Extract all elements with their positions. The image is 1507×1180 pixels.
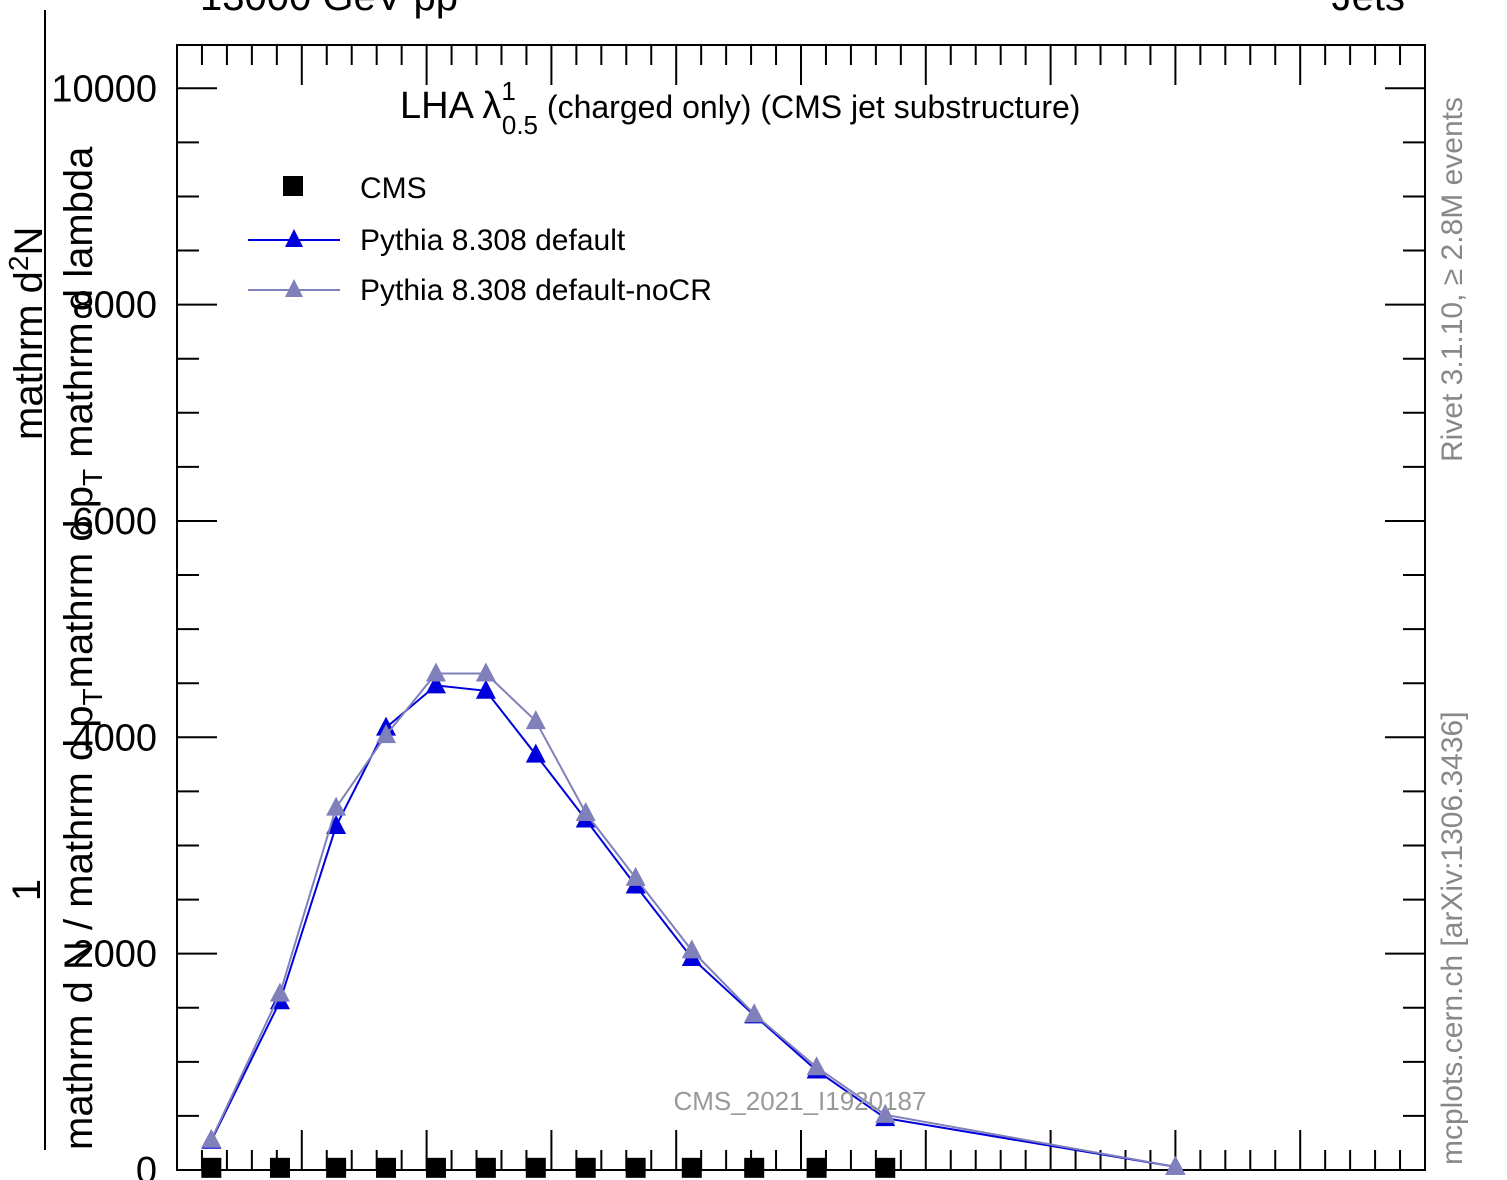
- ylabel-denominator-sub: T: [77, 688, 108, 705]
- series-0: [201, 1157, 896, 1178]
- data-point: [875, 1103, 896, 1123]
- header-right: Jets: [1332, 0, 1405, 19]
- legend-marker-nocr: [285, 279, 303, 297]
- legend: CMS Pythia 8.308 default Pythia 8.308 de…: [248, 172, 712, 307]
- data-point: [475, 662, 496, 682]
- legend-marker-default: [285, 229, 303, 247]
- ylabel-side-rest: N: [7, 227, 51, 256]
- data-point: [744, 1003, 765, 1023]
- data-point: [376, 724, 397, 744]
- y-axis-ticks: [177, 87, 1425, 1171]
- data-point: [625, 1157, 646, 1178]
- data-point: [201, 1157, 222, 1178]
- ylabel-side-sup: 2: [3, 255, 34, 271]
- analysis-watermark: CMS_2021_I1920187: [674, 1086, 927, 1116]
- data-point: [326, 1157, 347, 1178]
- data-point: [425, 1157, 446, 1178]
- rivet-version-label: Rivet 3.1.10, ≥ 2.8M events: [1436, 97, 1469, 462]
- data-point: [525, 743, 546, 763]
- data-point: [475, 1157, 496, 1178]
- series-layer: [201, 662, 1186, 1178]
- legend-label-default: Pythia 8.308 default: [360, 224, 626, 257]
- plot-frame: [176, 44, 1426, 1171]
- data-point: [875, 1157, 896, 1178]
- title-sup: 1: [501, 76, 515, 106]
- title-suffix: (charged only) (CMS jet substructure): [538, 89, 1080, 125]
- series-line: [210, 672, 1176, 1168]
- header-left: 13000 GeV pp: [200, 0, 458, 19]
- ylabel-side: mathrm d2N: [3, 227, 51, 440]
- data-point: [525, 1157, 546, 1178]
- ylabel-numerator: 1: [5, 879, 49, 901]
- data-point: [744, 1157, 765, 1178]
- ylabel-denominator: mathrm d N / mathrm d pTmathrm d pT math…: [57, 146, 108, 1150]
- legend-marker-cms: [283, 176, 303, 196]
- data-point: [806, 1157, 827, 1178]
- data-point: [525, 710, 546, 730]
- data-point: [425, 674, 446, 694]
- y-tick-label: 0: [136, 1150, 157, 1180]
- series-2: [201, 662, 1186, 1175]
- data-point: [681, 939, 702, 959]
- legend-label-nocr: Pythia 8.308 default-noCR: [360, 274, 712, 307]
- ylabel-side-text: mathrm d: [7, 271, 51, 440]
- mcplots-label: mcplots.cern.ch [arXiv:1306.3436]: [1436, 711, 1469, 1165]
- data-point: [326, 815, 347, 835]
- y-axis-tick-labels: 0 2000 4000 6000 8000 10000: [51, 68, 157, 1180]
- data-point: [326, 796, 347, 816]
- data-point: [681, 1157, 702, 1178]
- y-tick-label: 6000: [72, 501, 157, 543]
- legend-label-cms: CMS: [360, 172, 427, 205]
- ylabel-lower-rest: mathrm d lambda: [57, 146, 101, 469]
- y-axis-label: 1 mathrm d N / mathrm d pTmathrm d pT ma…: [3, 10, 108, 1150]
- y-tick-label: 10000: [51, 68, 157, 110]
- data-point: [575, 1157, 596, 1178]
- data-point: [269, 1157, 290, 1178]
- y-tick-label: 2000: [72, 934, 157, 976]
- data-point: [575, 802, 596, 822]
- data-point: [1165, 1155, 1186, 1175]
- title-prefix: LHA λ: [400, 85, 501, 127]
- data-point: [269, 982, 290, 1002]
- data-point: [425, 662, 446, 682]
- ylabel-lower-sub: T: [77, 469, 108, 486]
- y-tick-label: 4000: [72, 717, 157, 759]
- title-sub: 0.5: [502, 110, 538, 140]
- ylabel-denominator-text: mathrm d N / mathrm d p: [57, 705, 101, 1150]
- ylabel-lower-text: mathrm d p: [57, 486, 101, 688]
- data-point: [201, 1128, 222, 1148]
- data-point: [475, 679, 496, 699]
- series-line: [210, 684, 1176, 1168]
- chart-title: LHA λ1 0.5 (charged only) (CMS jet substr…: [400, 76, 1080, 140]
- data-point: [625, 866, 646, 886]
- y-tick-label: 8000: [72, 285, 157, 327]
- data-point: [806, 1056, 827, 1076]
- x-axis-ticks: [176, 45, 1426, 1170]
- data-point: [376, 1157, 397, 1178]
